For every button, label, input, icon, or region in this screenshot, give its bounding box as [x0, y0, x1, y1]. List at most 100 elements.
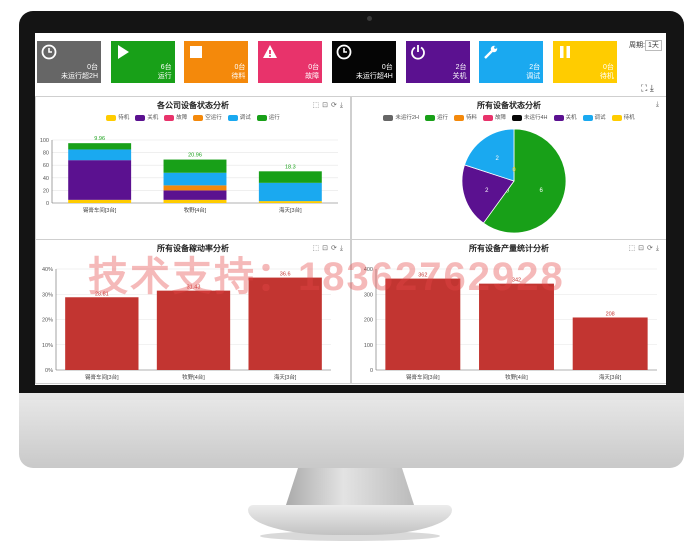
x-tick-label: 锡膏车间[3台]: [85, 373, 119, 381]
legend-label: 故障: [176, 115, 188, 121]
legend-swatch: [453, 114, 464, 121]
status-tile[interactable]: 0台 待机: [552, 41, 617, 83]
legend-swatch: [383, 114, 394, 121]
save-image-icon[interactable]: ⤓: [339, 245, 346, 252]
legend-swatch: [135, 114, 146, 121]
zoom-icon[interactable]: ⬚: [628, 245, 639, 252]
data-label: 362: [418, 273, 427, 279]
legend-item[interactable]: 未运行4H: [512, 113, 548, 121]
zoom-icon[interactable]: ⬚: [312, 245, 323, 252]
legend-label: 待机: [623, 115, 635, 121]
bar-segment: [68, 160, 132, 200]
legend-item[interactable]: 关机: [135, 113, 158, 121]
download-icon[interactable]: ⤓: [649, 83, 654, 93]
bar-segment: [68, 143, 132, 150]
tile-label: 故障: [305, 73, 320, 80]
legend-swatch: [582, 114, 593, 121]
x-tick-label: 锡膏车间[3台]: [83, 206, 117, 214]
bar-segment: [163, 172, 227, 186]
legend-item[interactable]: 待机: [106, 113, 129, 121]
y-tick-label: 20: [43, 188, 49, 194]
monitor-stand-foot: [248, 505, 452, 535]
zoom-icon[interactable]: ⬚: [312, 102, 323, 109]
legend-swatch: [106, 114, 117, 121]
clock-icon: [336, 44, 352, 60]
legend-swatch: [553, 114, 564, 121]
legend-item[interactable]: 空运行: [193, 113, 222, 121]
panel-toolbox: ⬚⊡⟳⤓: [313, 101, 346, 110]
bar: [248, 277, 322, 370]
refresh-icon[interactable]: ⟳: [331, 102, 340, 109]
save-image-icon[interactable]: ⤓: [655, 245, 662, 252]
wrench-icon: [483, 44, 499, 60]
status-tile[interactable]: 6台 运行: [110, 41, 175, 83]
legend-item[interactable]: 运行: [424, 113, 448, 121]
status-tile[interactable]: 0台 未运行超4H: [331, 41, 396, 83]
legend-swatch: [164, 114, 175, 121]
refresh-icon[interactable]: ⟳: [647, 245, 656, 252]
legend-item[interactable]: 运行: [256, 113, 280, 121]
pause-icon: [557, 44, 573, 60]
data-label: 208: [606, 311, 615, 317]
play-icon: [115, 44, 131, 60]
panel-title: 所有设备稼动率分析: [157, 244, 229, 253]
panel-title: 所有设备状态分析: [477, 101, 541, 110]
tile-count: 0台: [87, 64, 98, 71]
legend-item[interactable]: 未运行2H: [383, 113, 419, 121]
legend-item[interactable]: 关机: [553, 113, 577, 121]
alert-icon: [262, 44, 278, 60]
bar-segment: [68, 199, 132, 203]
save-image-icon[interactable]: ⤓: [655, 101, 662, 108]
status-tile[interactable]: 2台 调试: [479, 41, 544, 83]
legend-item[interactable]: 调试: [227, 113, 251, 121]
refresh-icon[interactable]: ⟳: [331, 245, 340, 252]
legend-swatch: [227, 114, 238, 121]
x-tick-label: 牧野[4台]: [184, 206, 207, 214]
fullscreen-icon[interactable]: ⛶: [641, 83, 648, 93]
legend-item[interactable]: 待机: [611, 113, 635, 121]
pie-slice: [461, 164, 515, 224]
all-status-panel: 所有设备状态分析 ⤓ 未运行2H 运行 待料 故障 未运行4H 关机 调试 待机 6 0 2 2 0: [351, 96, 666, 241]
legend-item[interactable]: 待料: [453, 113, 477, 121]
panel-toolbox: ⤓: [656, 101, 662, 109]
restore-icon[interactable]: ⊡: [638, 245, 648, 252]
bar-segment: [68, 149, 132, 161]
bar: [385, 278, 461, 370]
y-tick-label: 200: [364, 318, 373, 324]
slice-label: 2: [485, 188, 489, 194]
tile-label: 调试: [526, 73, 541, 80]
y-tick-label: 20%: [42, 318, 53, 324]
status-tile[interactable]: 0台 待料: [184, 41, 249, 83]
status-tile[interactable]: 0台 未运行超2H: [37, 41, 101, 83]
period-selector[interactable]: 周期: 1天: [629, 40, 662, 51]
slice-label: 0: [512, 168, 516, 174]
restore-icon[interactable]: ⊡: [322, 102, 332, 109]
x-tick-label: 海天[3台]: [599, 373, 622, 381]
legend-item[interactable]: 调试: [582, 113, 606, 121]
save-image-icon[interactable]: ⤓: [339, 102, 346, 109]
bar-segment: [163, 190, 227, 200]
y-tick-label: 80: [43, 151, 49, 157]
bar-segment: [258, 171, 322, 183]
legend-label: 待料: [465, 115, 477, 121]
bar-segment: [163, 199, 227, 203]
y-tick-label: 0: [370, 368, 373, 374]
bar: [156, 290, 231, 370]
status-tile[interactable]: 2台 关机: [405, 41, 470, 83]
bar-segment: [258, 201, 322, 203]
legend-label: 关机: [565, 115, 577, 121]
legend-item[interactable]: 故障: [482, 113, 506, 121]
period-select[interactable]: 1天: [644, 40, 662, 51]
restore-icon[interactable]: ⊡: [322, 245, 332, 252]
data-label: 36.6: [280, 272, 291, 278]
legend-item[interactable]: 故障: [164, 113, 187, 121]
stop-square-icon: [188, 44, 204, 60]
panel-toolbox: ⬚⊡⟳⤓: [313, 244, 346, 253]
tile-count: 0台: [381, 64, 393, 71]
data-label: 28.81: [95, 291, 109, 297]
y-tick-label: 100: [40, 138, 49, 144]
bar: [65, 297, 139, 370]
y-tick-label: 60: [43, 163, 49, 169]
tile-label: 关机: [452, 73, 467, 80]
status-tile[interactable]: 0台 故障: [258, 41, 323, 83]
